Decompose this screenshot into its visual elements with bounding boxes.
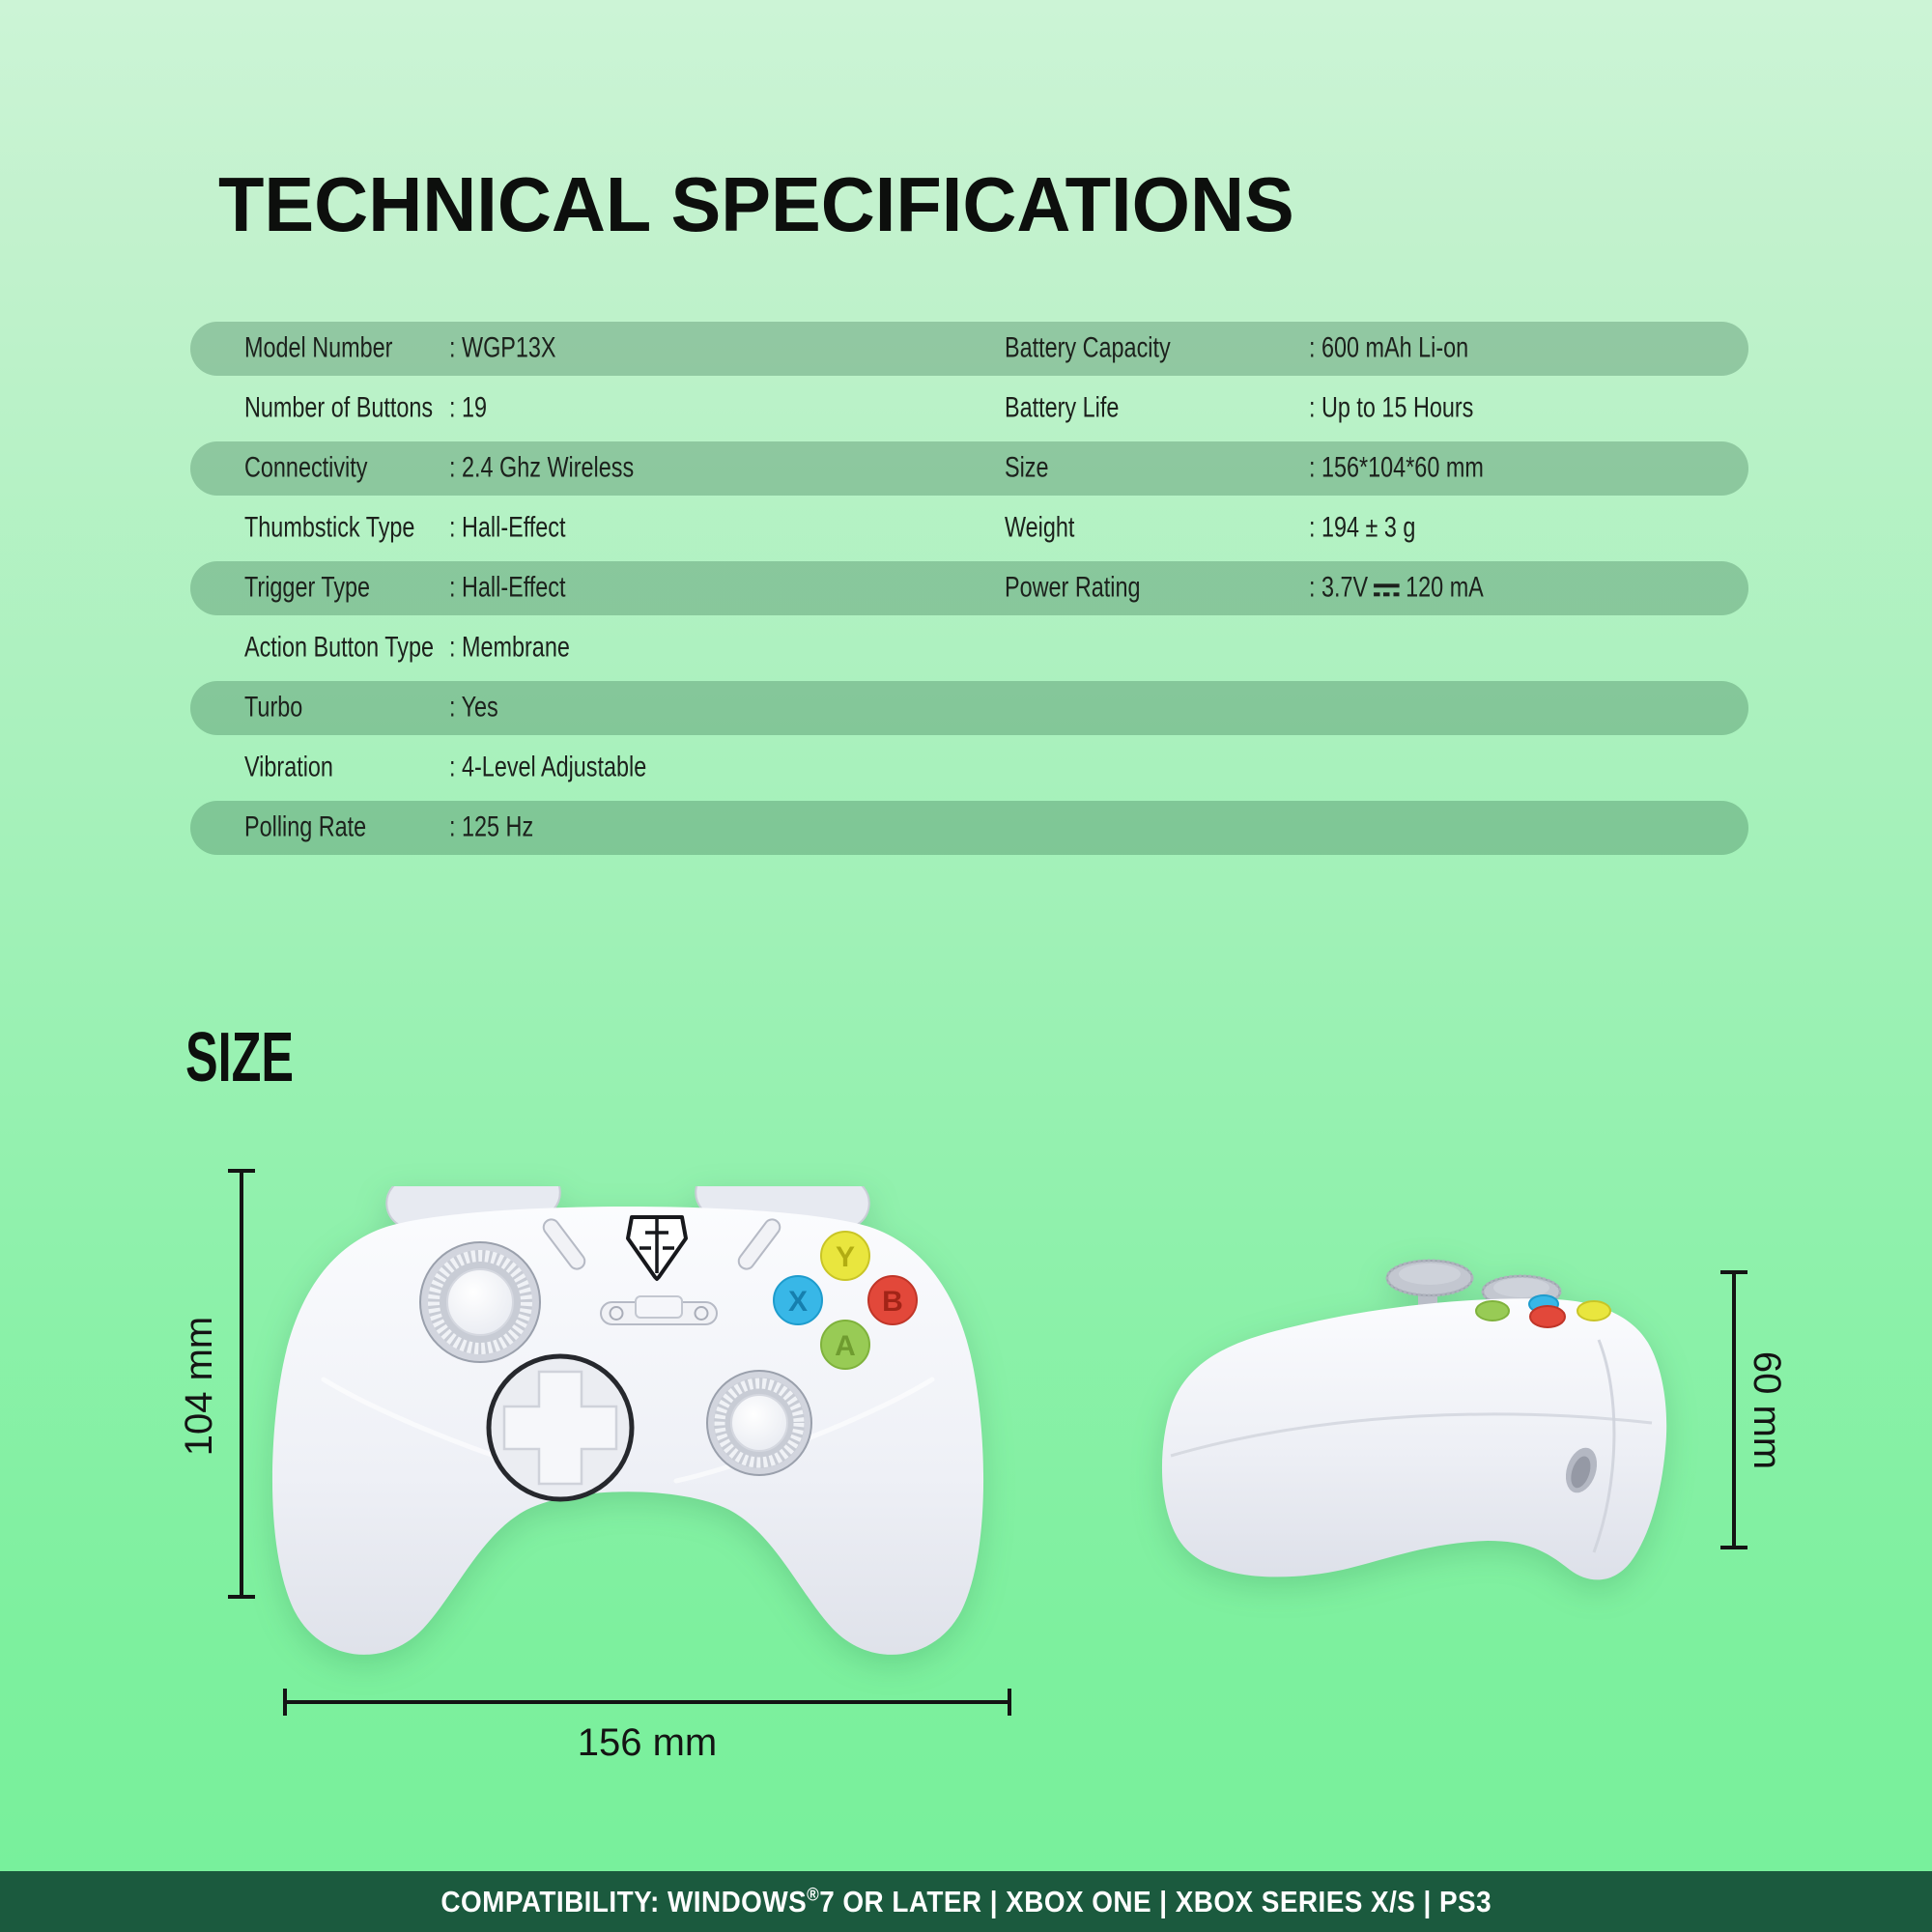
compatibility-text: COMPATIBILITY: WINDOWS®7 OR LATER | XBOX…: [440, 1885, 1492, 1919]
row-highlight: [190, 322, 1748, 376]
compatibility-prefix: COMPATIBILITY: WINDOWS: [440, 1884, 807, 1918]
spec-value: : Hall-Effect: [449, 571, 566, 604]
left-thumbstick: [419, 1241, 541, 1363]
table-row: Polling Rate : 125 Hz: [190, 798, 1748, 858]
size-section-title: SIZE: [185, 1019, 295, 1096]
svg-text:X: X: [788, 1286, 808, 1318]
spec-label: Battery Capacity: [1005, 331, 1171, 364]
button-y: Y: [820, 1231, 870, 1281]
height-dimension-line: [228, 1169, 255, 1599]
button-b: B: [867, 1275, 918, 1325]
table-row: Trigger Type : Hall-Effect Power Rating …: [190, 558, 1748, 618]
side-button-yellow: [1577, 1300, 1611, 1321]
side-button-green: [1475, 1300, 1510, 1321]
svg-text:B: B: [882, 1286, 903, 1318]
compatibility-suffix: 7 OR LATER | XBOX ONE | XBOX SERIES X/S …: [818, 1884, 1492, 1918]
spec-value: : 2.4 Ghz Wireless: [449, 451, 635, 484]
power-value-prefix: : 3.7V: [1309, 571, 1369, 604]
menu-button: [737, 1218, 781, 1270]
center-slider: [600, 1295, 718, 1325]
strap-hole: [1565, 1447, 1598, 1493]
spec-value: : WGP13X: [449, 331, 556, 364]
table-row: Vibration : 4-Level Adjustable: [190, 738, 1748, 798]
spec-table: Model Number : WGP13X Battery Capacity :…: [190, 319, 1748, 858]
controller-front-view: Y X B A: [271, 1186, 984, 1655]
dc-power-icon: [1374, 583, 1400, 597]
spec-label: Turbo: [244, 691, 303, 724]
width-dimension-line: [283, 1689, 1011, 1716]
spec-label: Model Number: [244, 331, 393, 364]
row-highlight: [190, 561, 1748, 615]
spec-value: : Up to 15 Hours: [1309, 391, 1474, 424]
svg-text:Y: Y: [836, 1241, 855, 1273]
spec-value: : 600 mAh Li-on: [1309, 331, 1469, 364]
height-dimension-label: 104 mm: [178, 1316, 220, 1457]
width-dimension-label: 156 mm: [577, 1721, 718, 1764]
spec-label: Power Rating: [1005, 571, 1141, 604]
trigger-seam: [1592, 1339, 1616, 1553]
spec-value: : 3.7V 120 mA: [1309, 571, 1484, 604]
view-button: [542, 1218, 586, 1270]
spec-label: Vibration: [244, 751, 333, 783]
spec-label: Battery Life: [1005, 391, 1120, 424]
spec-label: Trigger Type: [244, 571, 371, 604]
side-thumbstick-left: [1385, 1259, 1474, 1324]
spec-label: Thumbstick Type: [244, 511, 415, 544]
dpad: [486, 1353, 635, 1502]
row-highlight: [190, 801, 1748, 855]
page-title: TECHNICAL SPECIFICATIONS: [218, 161, 1294, 247]
spec-label: Number of Buttons: [244, 391, 434, 424]
row-highlight: [190, 681, 1748, 735]
table-row: Thumbstick Type : Hall-Effect Weight : 1…: [190, 498, 1748, 558]
table-row: Connectivity : 2.4 Ghz Wireless Size : 1…: [190, 439, 1748, 498]
spec-label: Polling Rate: [244, 810, 367, 843]
controller-side-view: [1161, 1259, 1667, 1580]
spec-label: Size: [1005, 451, 1049, 484]
row-highlight: [190, 441, 1748, 496]
table-row: Model Number : WGP13X Battery Capacity :…: [190, 319, 1748, 379]
spec-value: : 156*104*60 mm: [1309, 451, 1484, 484]
action-buttons: Y X B A: [773, 1231, 918, 1370]
right-thumbstick: [706, 1370, 812, 1476]
power-value-suffix: 120 mA: [1406, 571, 1484, 604]
spec-value: : 125 Hz: [449, 810, 534, 843]
button-a: A: [820, 1320, 870, 1370]
spec-label: Action Button Type: [244, 631, 434, 664]
side-button-red: [1529, 1305, 1566, 1328]
shell-seam: [1170, 1412, 1653, 1458]
spec-label: Weight: [1005, 511, 1075, 544]
spec-value: : Yes: [449, 691, 498, 724]
table-row: Turbo : Yes: [190, 678, 1748, 738]
spec-value: : 19: [449, 391, 488, 424]
table-row: Action Button Type : Membrane: [190, 618, 1748, 678]
spec-value: : Membrane: [449, 631, 570, 664]
depth-dimension-line: [1720, 1270, 1747, 1549]
registered-mark: ®: [806, 1885, 819, 1906]
table-row: Number of Buttons : 19 Battery Life : Up…: [190, 379, 1748, 439]
svg-text:A: A: [835, 1330, 856, 1362]
spec-label: Connectivity: [244, 451, 368, 484]
compatibility-bar: COMPATIBILITY: WINDOWS®7 OR LATER | XBOX…: [0, 1871, 1932, 1932]
spec-value: : 194 ± 3 g: [1309, 511, 1416, 544]
spec-value: : Hall-Effect: [449, 511, 566, 544]
spec-value: : 4-Level Adjustable: [449, 751, 647, 783]
button-x: X: [773, 1275, 823, 1325]
brand-logo: [626, 1215, 688, 1281]
controller-side-body: [1161, 1298, 1667, 1580]
side-action-buttons: [1475, 1294, 1611, 1328]
depth-dimension-label: 60 mm: [1746, 1350, 1788, 1470]
